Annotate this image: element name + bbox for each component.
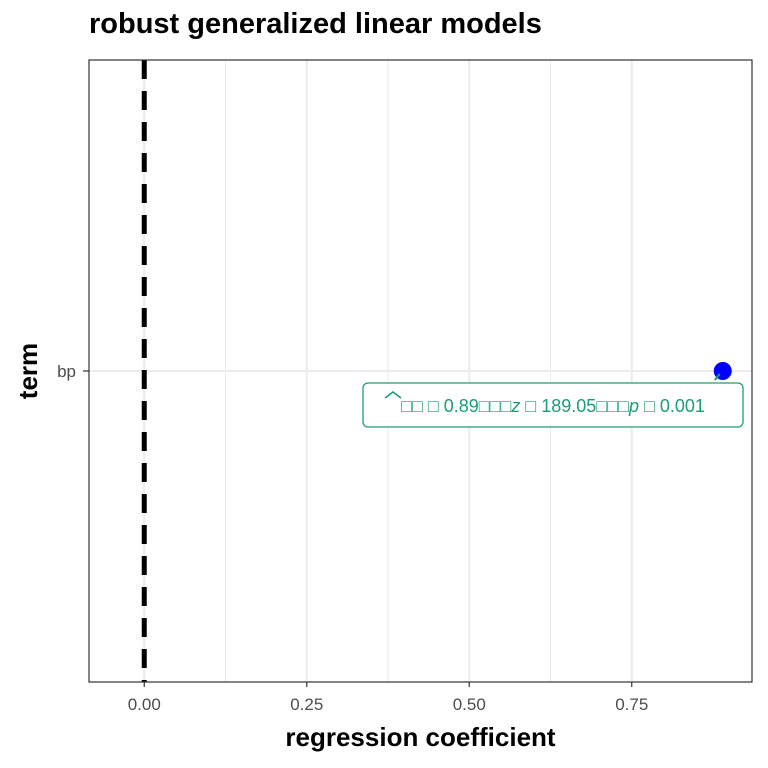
x-axis-title: regression coefficient: [285, 722, 556, 752]
annotation-layer: □□ □ 0.89□□□z □ 189.05□□□p □ 0.001: [362, 373, 744, 428]
annotation-label-part: □ 189.05□□□: [520, 396, 629, 416]
major-gridlines: [89, 60, 752, 682]
annotation-connector: [713, 373, 721, 381]
annotation-label-part: □ 0.001: [639, 396, 705, 416]
x-tick-label: 0.50: [453, 695, 486, 714]
chart-title: robust generalized linear models: [89, 8, 542, 40]
y-axis: bp: [57, 362, 89, 381]
x-tick-label: 0.00: [128, 695, 161, 714]
x-axis: 0.00 0.25 0.50 0.75: [128, 682, 648, 714]
hat-glyph: [384, 391, 402, 399]
annotation-label: □□ □ 0.89□□□z □ 189.05□□□p □ 0.001: [401, 396, 705, 416]
annotation-label-part: z: [510, 396, 520, 416]
y-axis-title: term: [13, 343, 43, 399]
x-tick-label: 0.25: [290, 695, 323, 714]
annotation-label-part: p: [628, 396, 639, 416]
y-tick-label: bp: [57, 362, 76, 381]
annotation-label-part: □□ □ 0.89□□□: [401, 396, 511, 416]
annotation-box: [362, 382, 744, 428]
x-tick-label: 0.75: [615, 695, 648, 714]
